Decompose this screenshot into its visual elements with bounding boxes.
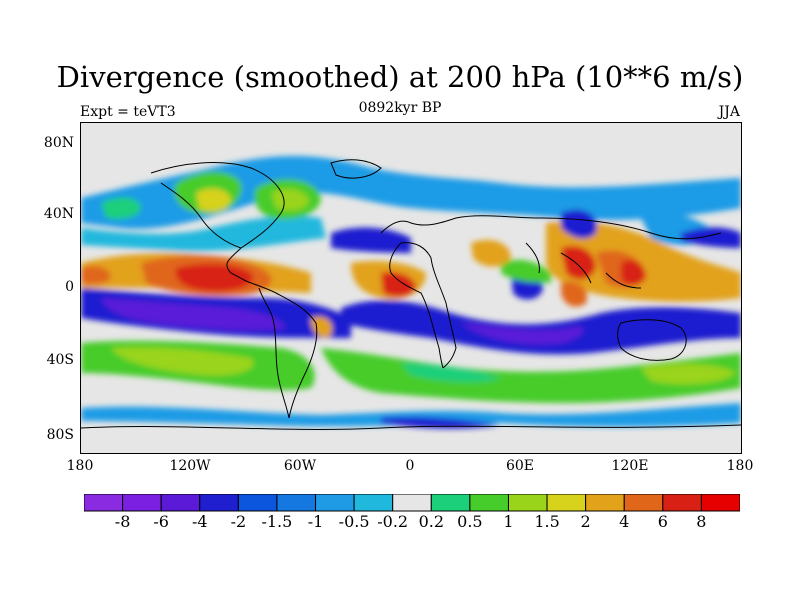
colorbar-tick-label: -2 (230, 512, 247, 531)
lon-label-60e: 60E (505, 458, 535, 474)
colorbar-swatch (469, 494, 509, 512)
colorbar-swatch (122, 494, 162, 512)
lon-label-0: 0 (405, 458, 415, 474)
colorbar-swatch (315, 494, 355, 512)
colorbar-tick-label: 0.5 (457, 512, 483, 531)
colorbar-swatch (585, 494, 625, 512)
colorbar-swatch (353, 494, 394, 512)
colorbar-tick-label: -1.5 (261, 512, 293, 531)
season-label: JJA (718, 104, 740, 120)
colorbar-tick-label: -4 (192, 512, 208, 531)
coastlines (81, 159, 741, 430)
colorbar (84, 494, 740, 512)
eurasia-coast (380, 215, 722, 240)
lon-label-120w: 120W (169, 458, 211, 474)
greenland-coast (330, 159, 382, 179)
colorbar-swatch (430, 494, 471, 512)
lat-label-80s: 80S (46, 427, 74, 443)
colorbar-tick-label: 4 (619, 512, 630, 531)
colorbar-swatch (700, 494, 740, 512)
colorbar-swatch (84, 494, 124, 512)
lat-label-0: 0 (65, 279, 74, 295)
lat-label-40s: 40S (46, 352, 74, 368)
field-shading (81, 156, 741, 429)
africa-west-coast (389, 242, 444, 369)
colorbar-swatch (392, 494, 432, 512)
lon-label-60w: 60W (283, 458, 317, 474)
time-subtitle: 0892kyr BP (358, 100, 442, 116)
colorbar-swatch (160, 494, 201, 512)
africa-east-coast (400, 242, 457, 369)
south-america-west-coast (258, 287, 290, 419)
lon-label-180w: 180 (66, 458, 94, 474)
colorbar-swatch (507, 494, 548, 512)
colorbar-tick-label: 1.5 (534, 512, 560, 531)
colorbar-tick-label: 2 (580, 512, 591, 531)
lat-label-40n: 40N (43, 206, 74, 222)
lon-label-120e: 120E (611, 458, 649, 474)
colorbar-tick-label: -1 (307, 512, 324, 531)
colorbar-tick-label: -8 (114, 512, 131, 531)
chart-title: Divergence (smoothed) at 200 hPa (10**6 … (56, 60, 744, 94)
colorbar-tick-label: 8 (696, 512, 707, 531)
north-america-west-coast (160, 182, 242, 249)
colorbar-swatch (237, 494, 278, 512)
asia-peninsulas (525, 242, 642, 289)
colorbar-swatch (276, 494, 317, 512)
experiment-label: Expt = teVT3 (80, 104, 176, 120)
colorbar-tick-label: -6 (153, 512, 169, 531)
colorbar-tick-label: -0.5 (338, 512, 370, 531)
colorbar-tick-label: 6 (657, 512, 668, 531)
colorbar-tick-label: 1 (503, 512, 514, 531)
map-canvas (81, 123, 741, 453)
divergence-map (80, 122, 742, 454)
colorbar-tick-label: 0.2 (418, 512, 445, 531)
lat-label-80n: 80N (43, 135, 74, 151)
colorbar-tick-label: -0.2 (377, 512, 409, 531)
lon-label-180e: 180 (726, 458, 754, 474)
antarctica-coast (81, 424, 741, 430)
colorbar-swatch (662, 494, 702, 512)
australia-coast (617, 319, 687, 361)
colorbar-swatch (623, 494, 664, 512)
americas-coast (150, 162, 318, 419)
colorbar-swatch (199, 494, 239, 512)
colorbar-swatch (546, 494, 587, 512)
